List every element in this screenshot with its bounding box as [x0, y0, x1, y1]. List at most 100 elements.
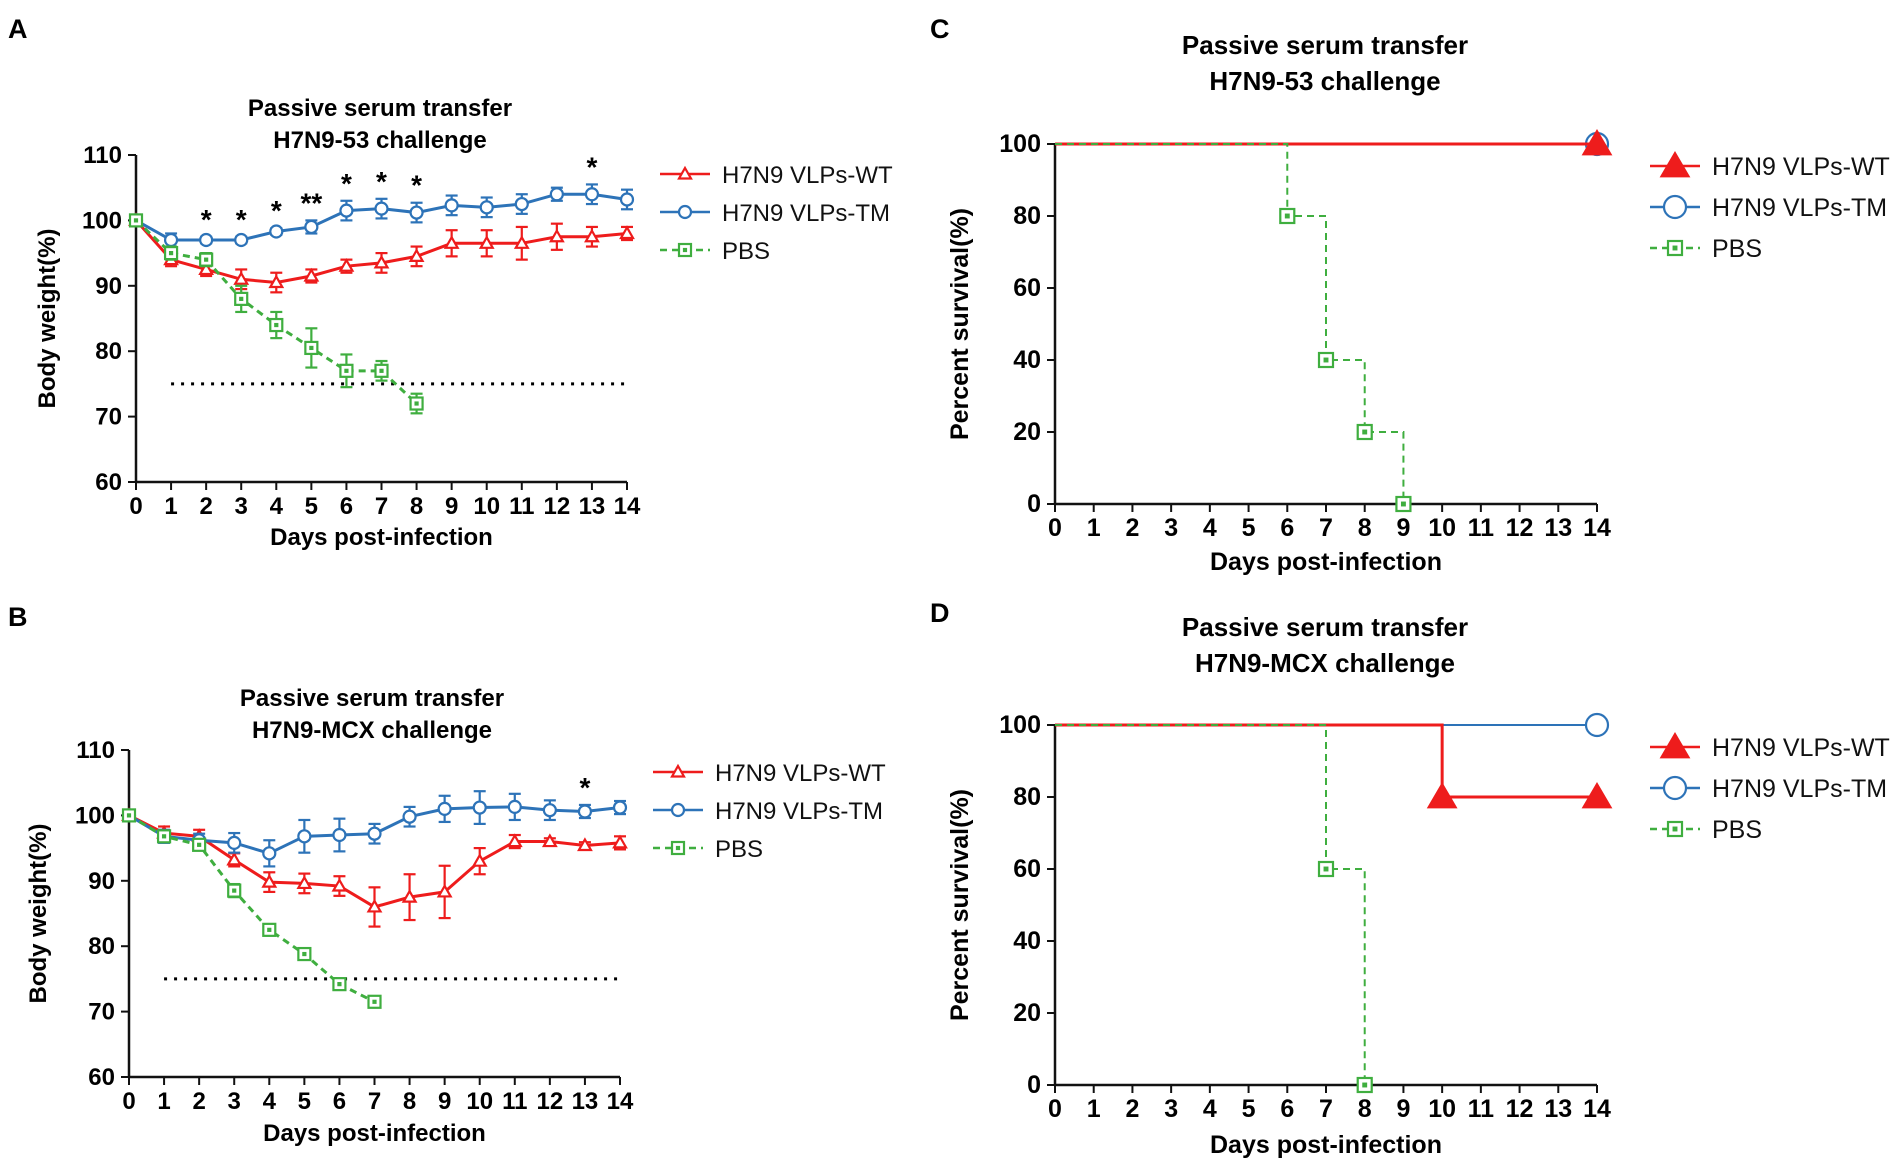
legend-label: H7N9 VLPs-TM	[1712, 194, 1887, 222]
x-tick-label: 3	[1164, 514, 1178, 542]
square-marker-center	[1672, 826, 1678, 832]
panel-b-body-weight-h7n9-mcx: B Passive serum transfer H7N9-MCX challeng…	[8, 602, 886, 1147]
square-marker-center	[1362, 1082, 1368, 1088]
x-tick-label: 10	[1428, 1095, 1456, 1123]
square-marker-center	[337, 982, 342, 987]
circle-marker	[577, 804, 593, 819]
panel-a-body-weight-h7n9-53: A Passive serum transfer H7N9-53 challenge…	[8, 14, 893, 551]
y-tick-label: 100	[999, 711, 1041, 739]
circle-marker	[374, 201, 389, 216]
x-tick-label: 3	[1164, 1095, 1178, 1123]
triangle-marker	[577, 837, 593, 852]
square-marker-center	[274, 322, 279, 328]
triangle-marker	[261, 873, 278, 888]
legend-label: H7N9 VLPs-WT	[722, 162, 893, 189]
circle-marker	[619, 192, 635, 207]
significance-annotation: *	[586, 151, 597, 182]
legend-item-tm: H7N9 VLPs-TM	[660, 200, 890, 227]
significance-annotation: *	[411, 170, 422, 201]
square-marker-center	[302, 951, 307, 957]
y-tick-label: 80	[1013, 783, 1041, 811]
series-line-pbs	[1055, 724, 1366, 1085]
panel-label: A	[8, 14, 28, 44]
x-tick-label: 0	[122, 1088, 135, 1115]
x-tick-label: 13	[572, 1088, 599, 1115]
chart-title-line: H7N9-53 challenge	[1209, 66, 1440, 96]
circle-marker	[507, 799, 522, 814]
significance-annotation: *	[271, 195, 282, 226]
series-pbs	[121, 808, 382, 1009]
y-axis-label: Percent survival(%)	[946, 789, 974, 1021]
x-tick-label: 12	[1506, 1095, 1534, 1123]
x-tick-label: 2	[1125, 1095, 1139, 1123]
triangle-marker	[1659, 151, 1691, 178]
circle-marker	[367, 826, 382, 841]
x-tick-label: 4	[1203, 1095, 1217, 1123]
x-tick-label: 4	[1203, 514, 1217, 542]
square-marker-center	[239, 296, 244, 301]
x-tick-label: 2	[199, 493, 212, 520]
triangle-marker	[338, 257, 355, 272]
circle-marker	[199, 232, 214, 248]
triangle-marker	[513, 235, 530, 249]
y-tick-label: 60	[95, 469, 122, 496]
x-tick-label: 2	[192, 1088, 205, 1115]
legend-item-pbs: PBS	[653, 836, 763, 863]
circle-marker	[479, 200, 494, 215]
x-tick-label: 0	[1048, 1095, 1062, 1123]
x-tick-label: 10	[473, 493, 500, 520]
square-marker-center	[379, 368, 384, 373]
x-tick-label: 10	[466, 1088, 493, 1115]
y-tick-label: 80	[1013, 202, 1041, 230]
y-tick-label: 80	[95, 338, 122, 365]
square-marker-center	[204, 257, 209, 262]
y-tick-label: 110	[83, 142, 122, 169]
x-tick-label: 13	[1544, 514, 1572, 542]
circle-marker	[549, 187, 564, 202]
triangle-marker	[268, 274, 285, 289]
circle-marker	[670, 802, 686, 818]
chart-title-line: H7N9-MCX challenge	[1195, 648, 1455, 678]
x-tick-label: 11	[502, 1088, 527, 1115]
triangle-marker	[401, 888, 418, 903]
series-pbs	[128, 213, 424, 415]
square-marker-center	[168, 251, 174, 256]
circle-marker	[1662, 194, 1688, 220]
x-tick-label: 4	[270, 493, 284, 520]
x-tick-label: 1	[157, 1088, 170, 1115]
legend-label: H7N9 VLPs-TM	[715, 798, 883, 825]
triangle-marker	[478, 235, 495, 249]
square-marker-center	[1323, 357, 1329, 363]
circle-marker	[514, 196, 529, 212]
x-tick-label: 11	[1468, 1095, 1495, 1123]
square-marker-center	[267, 927, 272, 932]
y-tick-label: 110	[76, 737, 115, 764]
triangle-marker	[296, 875, 313, 890]
chart-title-line: H7N9-53 challenge	[273, 127, 486, 154]
x-tick-label: 5	[305, 493, 318, 520]
circle-marker	[1662, 775, 1688, 801]
triangle-marker	[331, 877, 348, 892]
chart-title-line: Passive serum transfer	[1182, 612, 1468, 642]
triangle-marker	[408, 248, 425, 262]
triangle-marker	[612, 834, 628, 849]
x-axis-label: Days post-infection	[1210, 1131, 1442, 1159]
x-tick-label: 2	[1125, 514, 1139, 542]
circle-marker	[234, 232, 249, 248]
x-tick-label: 14	[614, 493, 641, 520]
x-tick-label: 7	[1319, 1095, 1333, 1123]
square-marker-center	[1362, 429, 1368, 435]
circle-marker	[437, 801, 452, 816]
circle-marker	[304, 219, 319, 235]
triangle-marker	[584, 228, 600, 243]
x-tick-label: 6	[1280, 514, 1294, 542]
legend-label: PBS	[1712, 816, 1762, 844]
square-marker-center	[309, 345, 314, 351]
chart-title-line: Passive serum transfer	[248, 95, 512, 122]
square-marker-center	[161, 834, 167, 839]
legend-item-tm: H7N9 VLPs-TM	[1650, 775, 1887, 803]
circle-marker	[409, 205, 424, 220]
legend-item-wt: H7N9 VLPs-WT	[1650, 151, 1890, 181]
legend-label: H7N9 VLPs-TM	[722, 200, 890, 227]
panel-label: B	[8, 602, 28, 632]
